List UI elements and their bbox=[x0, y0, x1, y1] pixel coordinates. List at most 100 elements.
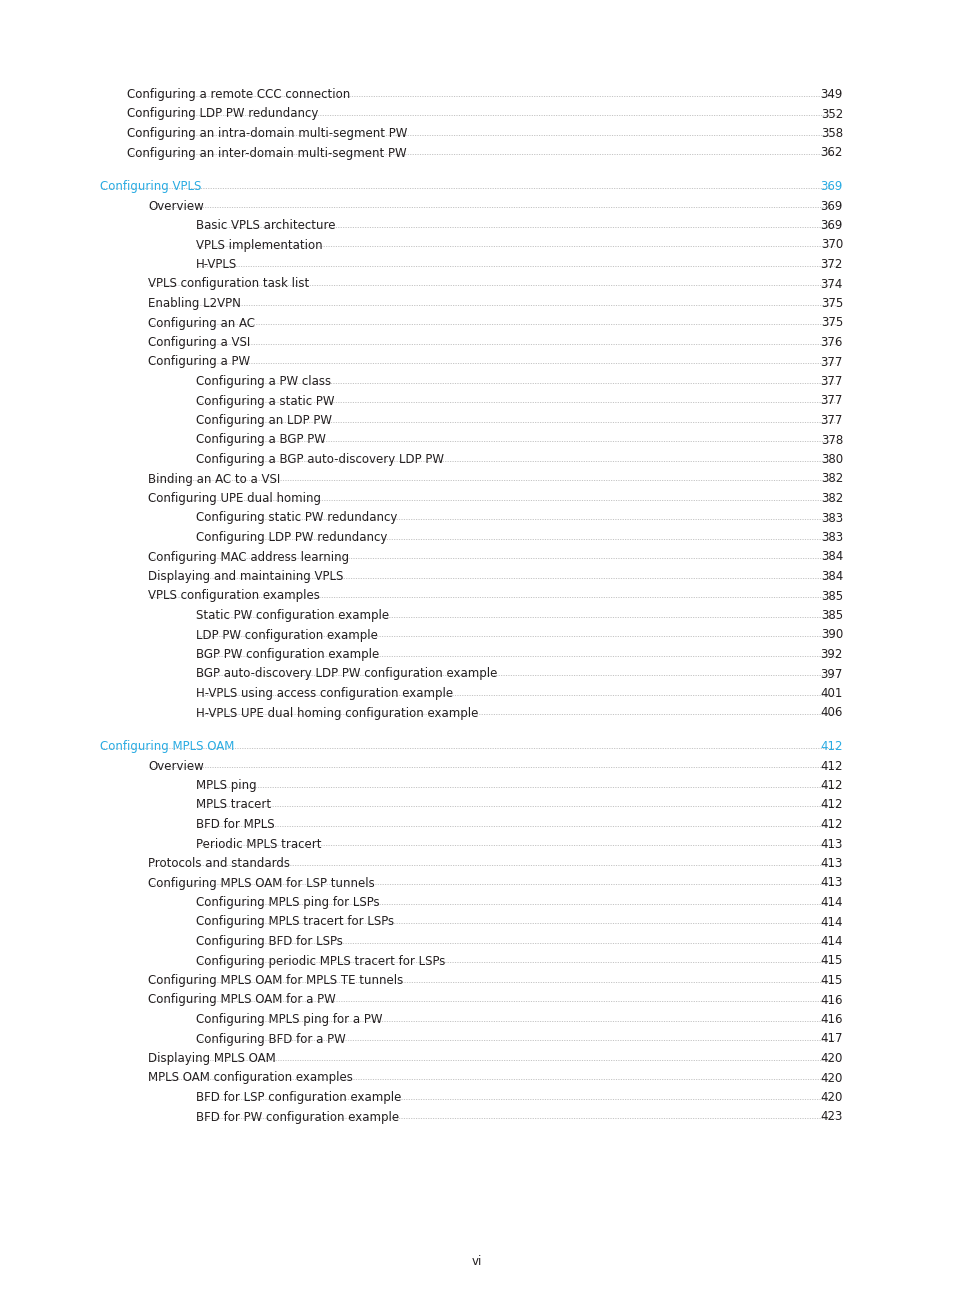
Text: 413: 413 bbox=[820, 876, 842, 889]
Text: 362: 362 bbox=[820, 146, 842, 159]
Text: VPLS configuration task list: VPLS configuration task list bbox=[148, 277, 309, 290]
Text: 370: 370 bbox=[820, 238, 842, 251]
Text: 412: 412 bbox=[820, 740, 842, 753]
Text: Configuring a BGP auto-discovery LDP PW: Configuring a BGP auto-discovery LDP PW bbox=[195, 454, 443, 467]
Text: 412: 412 bbox=[820, 798, 842, 811]
Text: Overview: Overview bbox=[148, 200, 204, 213]
Text: Configuring MPLS OAM for LSP tunnels: Configuring MPLS OAM for LSP tunnels bbox=[148, 876, 375, 889]
Text: 349: 349 bbox=[820, 88, 842, 101]
Text: Overview: Overview bbox=[148, 759, 204, 772]
Text: vi: vi bbox=[472, 1255, 481, 1267]
Text: BFD for PW configuration example: BFD for PW configuration example bbox=[195, 1111, 398, 1124]
Text: H-VPLS UPE dual homing configuration example: H-VPLS UPE dual homing configuration exa… bbox=[195, 706, 477, 719]
Text: Protocols and standards: Protocols and standards bbox=[148, 857, 290, 870]
Text: 406: 406 bbox=[820, 706, 842, 719]
Text: 384: 384 bbox=[820, 570, 842, 583]
Text: MPLS tracert: MPLS tracert bbox=[195, 798, 271, 811]
Text: 412: 412 bbox=[820, 759, 842, 772]
Text: 369: 369 bbox=[820, 200, 842, 213]
Text: 412: 412 bbox=[820, 779, 842, 792]
Text: Configuring a remote CCC connection: Configuring a remote CCC connection bbox=[127, 88, 350, 101]
Text: 352: 352 bbox=[820, 108, 842, 121]
Text: 397: 397 bbox=[820, 667, 842, 680]
Text: 375: 375 bbox=[820, 316, 842, 329]
Text: 392: 392 bbox=[820, 648, 842, 661]
Text: 377: 377 bbox=[820, 394, 842, 407]
Text: 369: 369 bbox=[820, 180, 842, 193]
Text: 423: 423 bbox=[820, 1111, 842, 1124]
Text: Configuring MPLS ping for a PW: Configuring MPLS ping for a PW bbox=[195, 1013, 382, 1026]
Text: 369: 369 bbox=[820, 219, 842, 232]
Text: 377: 377 bbox=[820, 355, 842, 368]
Text: H-VPLS using access configuration example: H-VPLS using access configuration exampl… bbox=[195, 687, 453, 700]
Text: 380: 380 bbox=[820, 454, 842, 467]
Text: 417: 417 bbox=[820, 1033, 842, 1046]
Text: Configuring a BGP PW: Configuring a BGP PW bbox=[195, 433, 326, 447]
Text: Periodic MPLS tracert: Periodic MPLS tracert bbox=[195, 837, 321, 850]
Text: Configuring static PW redundancy: Configuring static PW redundancy bbox=[195, 512, 397, 525]
Text: Configuring MPLS tracert for LSPs: Configuring MPLS tracert for LSPs bbox=[195, 915, 394, 928]
Text: 412: 412 bbox=[820, 818, 842, 831]
Text: MPLS ping: MPLS ping bbox=[195, 779, 256, 792]
Text: BFD for MPLS: BFD for MPLS bbox=[195, 818, 274, 831]
Text: MPLS OAM configuration examples: MPLS OAM configuration examples bbox=[148, 1072, 353, 1085]
Text: Configuring MPLS ping for LSPs: Configuring MPLS ping for LSPs bbox=[195, 896, 379, 908]
Text: 372: 372 bbox=[820, 258, 842, 271]
Text: Binding an AC to a VSI: Binding an AC to a VSI bbox=[148, 473, 280, 486]
Text: Configuring VPLS: Configuring VPLS bbox=[100, 180, 201, 193]
Text: BFD for LSP configuration example: BFD for LSP configuration example bbox=[195, 1091, 401, 1104]
Text: 414: 414 bbox=[820, 915, 842, 928]
Text: 413: 413 bbox=[820, 857, 842, 870]
Text: 374: 374 bbox=[820, 277, 842, 290]
Text: 413: 413 bbox=[820, 837, 842, 850]
Text: Configuring an LDP PW: Configuring an LDP PW bbox=[195, 413, 332, 426]
Text: 382: 382 bbox=[820, 492, 842, 505]
Text: Configuring a PW class: Configuring a PW class bbox=[195, 375, 331, 388]
Text: Configuring periodic MPLS tracert for LSPs: Configuring periodic MPLS tracert for LS… bbox=[195, 954, 445, 968]
Text: Configuring MPLS OAM: Configuring MPLS OAM bbox=[100, 740, 234, 753]
Text: 416: 416 bbox=[820, 1013, 842, 1026]
Text: BGP auto-discovery LDP PW configuration example: BGP auto-discovery LDP PW configuration … bbox=[195, 667, 497, 680]
Text: 415: 415 bbox=[820, 954, 842, 968]
Text: H-VPLS: H-VPLS bbox=[195, 258, 237, 271]
Text: 401: 401 bbox=[820, 687, 842, 700]
Text: 382: 382 bbox=[820, 473, 842, 486]
Text: Configuring an intra-domain multi-segment PW: Configuring an intra-domain multi-segmen… bbox=[127, 127, 407, 140]
Text: 420: 420 bbox=[820, 1091, 842, 1104]
Text: Configuring MPLS OAM for MPLS TE tunnels: Configuring MPLS OAM for MPLS TE tunnels bbox=[148, 975, 403, 988]
Text: 416: 416 bbox=[820, 994, 842, 1007]
Text: Configuring a VSI: Configuring a VSI bbox=[148, 336, 250, 349]
Text: Configuring MPLS OAM for a PW: Configuring MPLS OAM for a PW bbox=[148, 994, 335, 1007]
Text: Configuring UPE dual homing: Configuring UPE dual homing bbox=[148, 492, 320, 505]
Text: Configuring a PW: Configuring a PW bbox=[148, 355, 250, 368]
Text: 385: 385 bbox=[820, 609, 842, 622]
Text: 415: 415 bbox=[820, 975, 842, 988]
Text: 390: 390 bbox=[820, 629, 842, 642]
Text: 383: 383 bbox=[820, 512, 842, 525]
Text: Configuring LDP PW redundancy: Configuring LDP PW redundancy bbox=[195, 531, 387, 544]
Text: 384: 384 bbox=[820, 551, 842, 564]
Text: 358: 358 bbox=[820, 127, 842, 140]
Text: 414: 414 bbox=[820, 934, 842, 947]
Text: Displaying MPLS OAM: Displaying MPLS OAM bbox=[148, 1052, 275, 1065]
Text: 377: 377 bbox=[820, 375, 842, 388]
Text: 378: 378 bbox=[820, 433, 842, 447]
Text: 420: 420 bbox=[820, 1072, 842, 1085]
Text: Basic VPLS architecture: Basic VPLS architecture bbox=[195, 219, 335, 232]
Text: 376: 376 bbox=[820, 336, 842, 349]
Text: Configuring LDP PW redundancy: Configuring LDP PW redundancy bbox=[127, 108, 318, 121]
Text: 377: 377 bbox=[820, 413, 842, 426]
Text: BGP PW configuration example: BGP PW configuration example bbox=[195, 648, 379, 661]
Text: Enabling L2VPN: Enabling L2VPN bbox=[148, 297, 240, 310]
Text: Configuring an AC: Configuring an AC bbox=[148, 316, 254, 329]
Text: Displaying and maintaining VPLS: Displaying and maintaining VPLS bbox=[148, 570, 343, 583]
Text: 385: 385 bbox=[820, 590, 842, 603]
Text: Configuring MAC address learning: Configuring MAC address learning bbox=[148, 551, 349, 564]
Text: Configuring BFD for LSPs: Configuring BFD for LSPs bbox=[195, 934, 342, 947]
Text: Static PW configuration example: Static PW configuration example bbox=[195, 609, 389, 622]
Text: 383: 383 bbox=[820, 531, 842, 544]
Text: 420: 420 bbox=[820, 1052, 842, 1065]
Text: LDP PW configuration example: LDP PW configuration example bbox=[195, 629, 377, 642]
Text: VPLS implementation: VPLS implementation bbox=[195, 238, 322, 251]
Text: VPLS configuration examples: VPLS configuration examples bbox=[148, 590, 319, 603]
